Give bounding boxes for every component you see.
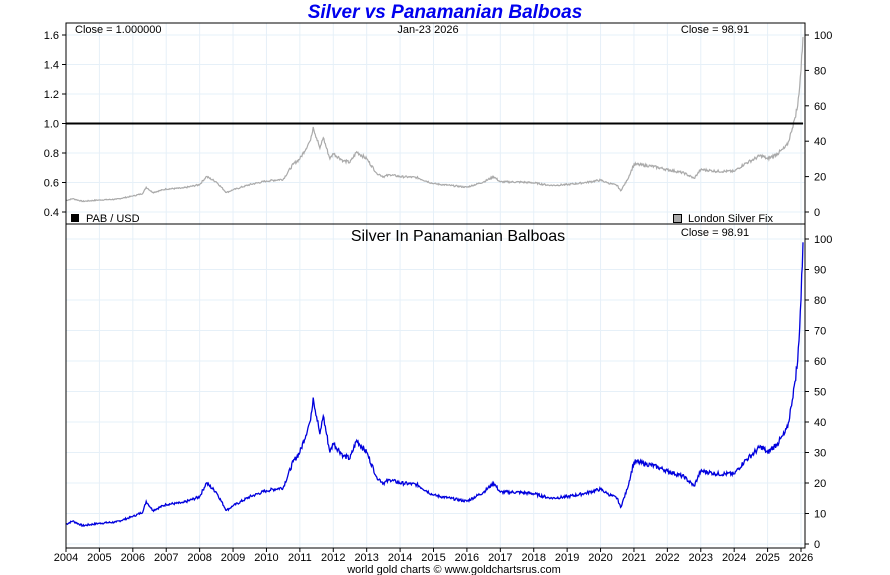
tick-label-lower-right: 30 <box>814 448 826 460</box>
upper-close-right-label: Close = 98.91 <box>681 24 749 36</box>
tick-label-lower-right: 40 <box>814 417 826 429</box>
tick-label-upper-left: 1.0 <box>44 119 59 131</box>
tick-label-x: 2012 <box>321 552 345 564</box>
tick-label-upper-left: 0.8 <box>44 148 59 160</box>
tick-label-x: 2008 <box>187 552 211 564</box>
tick-label-x: 2019 <box>555 552 579 564</box>
tick-label-upper-left: 1.6 <box>44 30 59 42</box>
tick-label-x: 2024 <box>722 552 746 564</box>
tick-label-upper-right: 100 <box>814 30 832 42</box>
tick-label-x: 2006 <box>121 552 145 564</box>
legend-swatch-silver-fix <box>673 214 682 223</box>
legend-swatch-pab-usd <box>71 214 79 222</box>
tick-label-lower-right: 80 <box>814 295 826 307</box>
tick-label-x: 2018 <box>521 552 545 564</box>
series-line-silver-in-balboas <box>65 242 804 528</box>
tick-label-x: 2013 <box>354 552 378 564</box>
tick-label-x: 2022 <box>655 552 679 564</box>
tick-label-upper-right: 80 <box>814 65 826 77</box>
tick-label-x: 2009 <box>221 552 245 564</box>
tick-label-upper-left: 1.2 <box>44 89 59 101</box>
tick-label-x: 2016 <box>455 552 479 564</box>
tick-label-upper-right: 0 <box>814 207 820 219</box>
tick-label-lower-right: 100 <box>814 234 832 246</box>
tick-label-lower-right: 10 <box>814 509 826 521</box>
axes: 1.61.41.21.00.80.60.41008060402001009080… <box>44 22 832 564</box>
tick-label-x: 2015 <box>421 552 445 564</box>
tick-label-x: 2026 <box>789 552 813 564</box>
tick-label-lower-right: 0 <box>814 539 820 551</box>
tick-label-x: 2014 <box>388 552 412 564</box>
tick-label-lower-right: 60 <box>814 356 826 368</box>
tick-label-x: 2021 <box>622 552 646 564</box>
series-line-london-silver-fix <box>65 36 804 203</box>
tick-label-x: 2005 <box>87 552 111 564</box>
grid-lower <box>66 224 805 548</box>
series-lower <box>65 242 804 528</box>
upper-date-label: Jan-23 2026 <box>397 24 458 36</box>
series-upper <box>65 36 804 203</box>
tick-label-upper-right: 60 <box>814 101 826 113</box>
tick-label-x: 2020 <box>588 552 612 564</box>
tick-label-x: 2004 <box>54 552 78 564</box>
tick-label-lower-right: 70 <box>814 326 826 338</box>
tick-label-lower-right: 20 <box>814 478 826 490</box>
tick-label-x: 2025 <box>755 552 779 564</box>
tick-label-x: 2023 <box>689 552 713 564</box>
tick-label-x: 2010 <box>254 552 278 564</box>
tick-label-upper-left: 1.4 <box>44 60 59 72</box>
lower-close-label: Close = 98.91 <box>681 227 749 239</box>
legend-label-pab-usd: PAB / USD <box>86 213 140 225</box>
tick-label-upper-left: 0.4 <box>44 207 59 219</box>
tick-label-lower-right: 90 <box>814 265 826 277</box>
lower-panel-title: Silver In Panamanian Balboas <box>351 228 565 245</box>
tick-label-upper-right: 20 <box>814 172 826 184</box>
tick-label-lower-right: 50 <box>814 387 826 399</box>
tick-label-upper-left: 0.6 <box>44 178 59 190</box>
tick-label-x: 2017 <box>488 552 512 564</box>
upper-close-left-label: Close = 1.000000 <box>75 24 162 36</box>
chart-title: Silver vs Panamanian Balboas <box>307 2 583 23</box>
footer-credit: world gold charts © www.goldchartsrus.co… <box>346 564 561 575</box>
tick-label-x: 2007 <box>154 552 178 564</box>
plot-frame <box>65 22 806 549</box>
tick-label-x: 2011 <box>288 552 312 564</box>
tick-label-upper-right: 40 <box>814 136 826 148</box>
legend-label-silver-fix: London Silver Fix <box>688 213 773 225</box>
